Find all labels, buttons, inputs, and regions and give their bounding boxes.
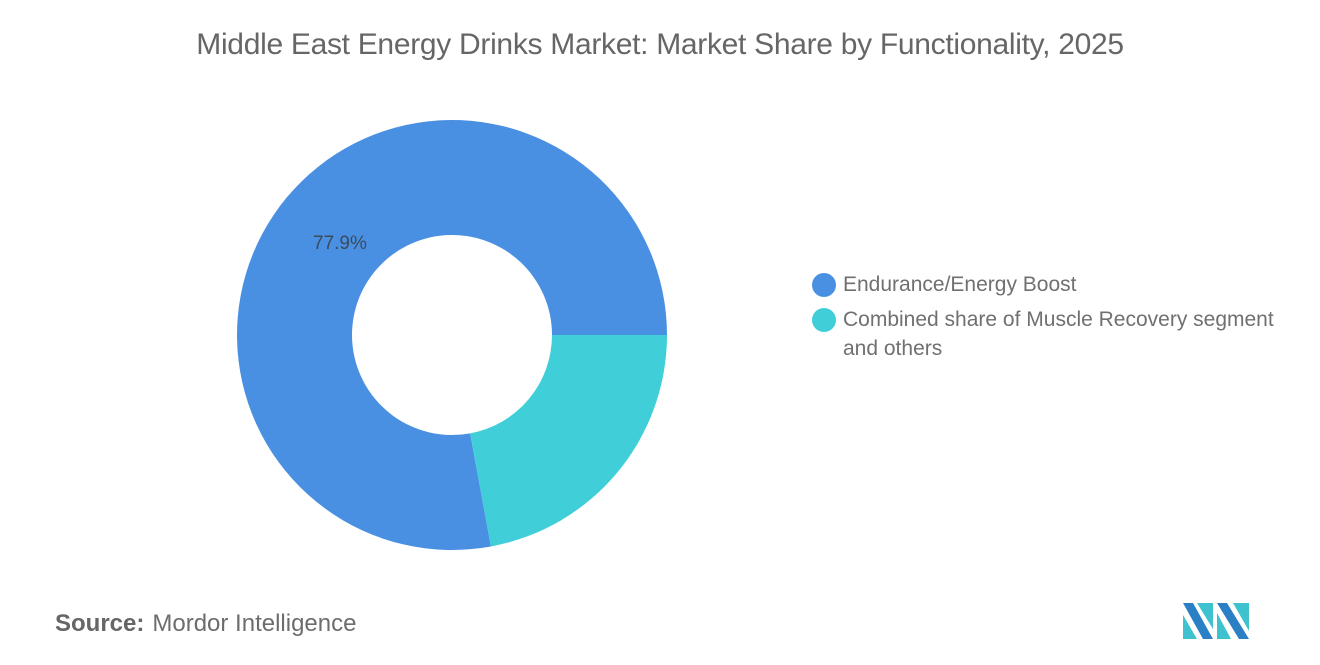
- chart-legend: Endurance/Energy Boost Combined share of…: [812, 270, 1312, 369]
- mordor-intelligence-logo-icon: [1183, 603, 1249, 639]
- source-note: Source: Mordor Intelligence: [55, 610, 356, 638]
- source-value: Mordor Intelligence: [152, 610, 357, 637]
- slice-endurance-energy-boost[interactable]: [236, 119, 667, 550]
- slice-label-endurance: 77.9%: [313, 233, 367, 254]
- legend-item-endurance[interactable]: Endurance/Energy Boost: [812, 270, 1312, 299]
- legend-dot-muscle-recovery-icon: [812, 308, 836, 332]
- donut-slices: [236, 119, 667, 550]
- legend-label-muscle-recovery: Combined share of Muscle Recovery segmen…: [843, 308, 1274, 360]
- legend-item-muscle-recovery[interactable]: Combined share of Muscle Recovery segmen…: [812, 305, 1312, 363]
- legend-label-endurance: Endurance/Energy Boost: [843, 273, 1077, 296]
- legend-dot-endurance-icon: [812, 273, 836, 297]
- source-key: Source:: [55, 610, 145, 637]
- slice-muscle-recovery-and-others[interactable]: [470, 335, 667, 547]
- chart-title: Middle East Energy Drinks Market: Market…: [196, 28, 1124, 61]
